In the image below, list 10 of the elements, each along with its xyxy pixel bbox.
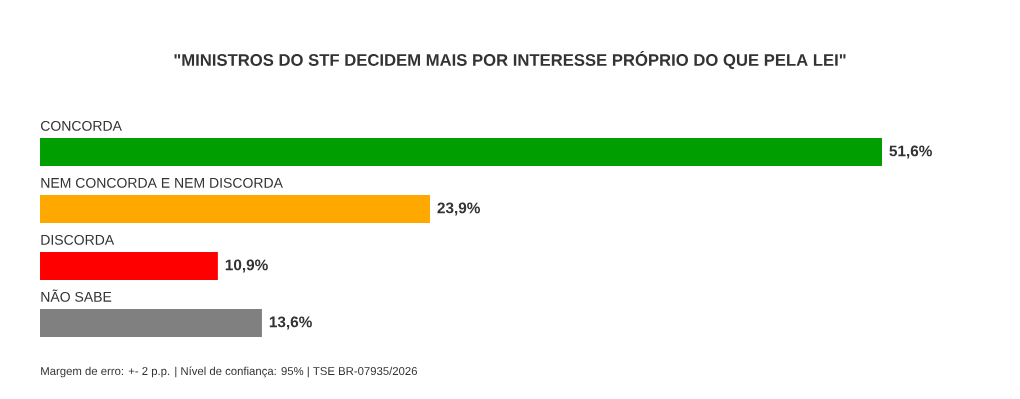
data-label: 51,6% <box>889 145 932 159</box>
y-tick-label: DISCORDA <box>41 234 115 245</box>
data-label: 23,9% <box>437 202 480 216</box>
data-label: 10,9% <box>225 259 268 273</box>
y-tick-label: NÃO SABE <box>41 289 112 302</box>
data-label: 13,6% <box>269 316 312 330</box>
y-tick-label: CONCORDA <box>40 120 122 131</box>
chart-title: "MINISTROS DO STF DECIDEM MAIS POR INTERESSE PRÓPRIO DO QUE PELA LEI" <box>174 50 846 70</box>
y-tick-label: NEM CONCORDA E NEM DISCORDA <box>41 177 283 188</box>
text: Margem de erro: +- 2 p.p. | Nível de confiança: 95% | TSE BR-07935/2026 <box>41 366 417 378</box>
